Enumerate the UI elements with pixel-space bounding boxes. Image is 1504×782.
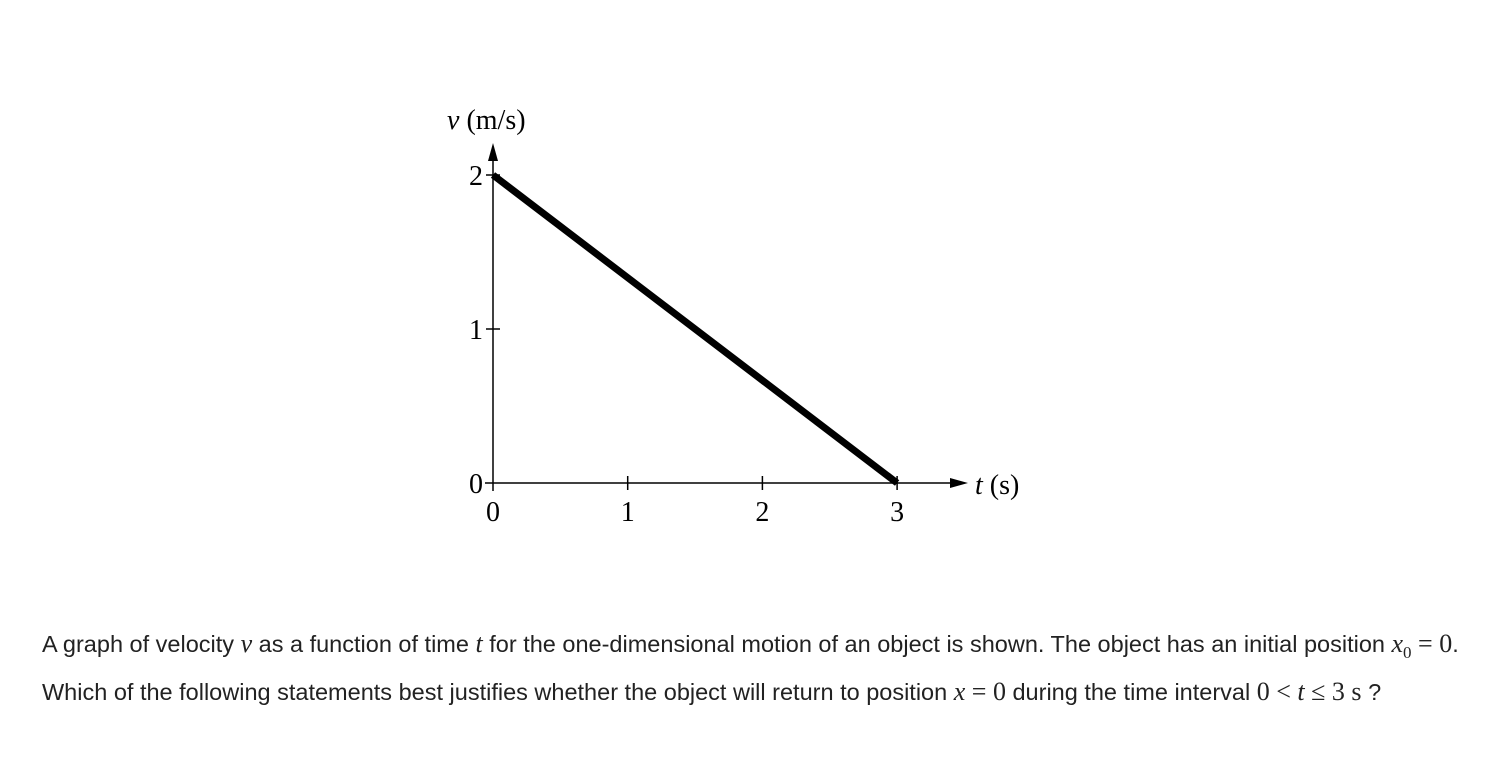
math-t: t: [1297, 677, 1305, 707]
x-axis-label: t (s): [975, 470, 1019, 501]
x-axis-arrow-icon: [950, 478, 968, 488]
question-text-part: as a function of time: [252, 631, 476, 657]
math-part: ≤ 3 s: [1304, 677, 1362, 707]
question-text-part: . Which of the following statements best…: [42, 631, 1459, 706]
x-axis-label-unit: (s): [983, 470, 1020, 501]
question-text-part: for the one-dimensional motion of an obj…: [482, 631, 1392, 657]
y-tick-label: 0: [469, 469, 483, 500]
math-subscript: 0: [1403, 643, 1412, 663]
y-axis-label-unit: (m/s): [459, 105, 525, 136]
y-axis-label: v (m/s): [447, 105, 526, 136]
x-tick-label: 2: [755, 497, 769, 528]
math-x: x: [1391, 629, 1404, 658]
x-tick-label: 1: [621, 497, 635, 528]
math-x: x: [953, 677, 966, 707]
math-part: 0 <: [1256, 677, 1298, 707]
question-text-part: ?: [1361, 679, 1382, 706]
math-interval: 0 < t ≤ 3 s: [1257, 677, 1362, 706]
y-axis-label-var: v: [447, 105, 460, 136]
velocity-line: [490, 172, 900, 486]
math-t: t: [475, 629, 483, 658]
math-x-eq: x = 0: [954, 677, 1006, 706]
y-tick-label: 1: [469, 315, 483, 346]
math-eq: = 0: [965, 677, 1006, 707]
math-eq: = 0: [1411, 629, 1453, 658]
question-text: A graph of velocity v as a function of t…: [42, 624, 1462, 712]
x-axis-label-var: t: [975, 470, 984, 501]
question-text-part: during the time interval: [1005, 679, 1257, 706]
math-x0: x0 = 0: [1391, 629, 1453, 662]
question-text-part: A graph of velocity: [42, 631, 241, 657]
y-tick-label: 2: [469, 161, 483, 192]
x-tick-label: 0: [486, 497, 500, 528]
x-tick-label: 3: [890, 497, 904, 528]
math-v: v: [240, 629, 253, 658]
y-axis-arrow-icon: [488, 143, 498, 161]
